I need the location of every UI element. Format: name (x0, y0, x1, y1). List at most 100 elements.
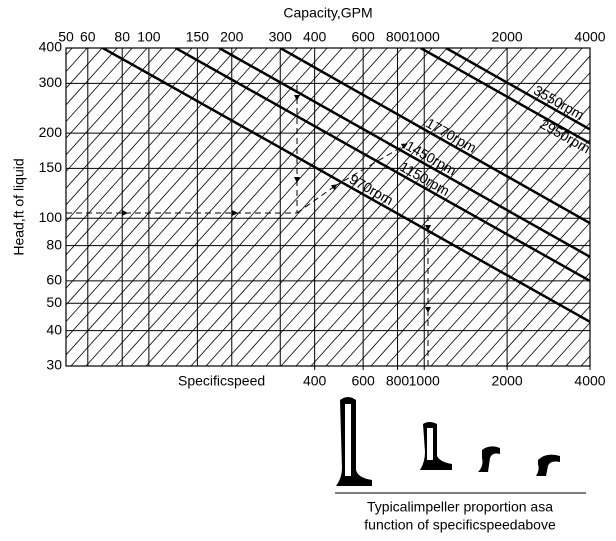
y-tick-label: 200 (39, 124, 63, 140)
hatch-line (370, 122, 590, 366)
x-tick-label: 200 (220, 29, 244, 45)
hatch-line (475, 238, 590, 366)
rpm-line-group (279, 48, 590, 225)
hatch-line (66, 48, 133, 123)
x-tick-label: 2000 (492, 29, 523, 45)
hatch-line (66, 48, 163, 156)
hatch-line (265, 48, 553, 366)
hatch-line (100, 48, 388, 366)
hatch-line (385, 138, 590, 366)
rpm-line-group (174, 48, 590, 282)
y-tick-label: 50 (46, 294, 62, 310)
y-tick-label: 80 (46, 236, 62, 252)
hatch-line (596, 48, 616, 366)
caption-line: function of specificspeedabove (364, 517, 556, 533)
x-tick-label: 1000 (409, 29, 440, 45)
y-tick-label: 150 (39, 159, 63, 175)
hatch-line (325, 72, 590, 366)
hatch-line (460, 222, 590, 366)
x2-tick-label: 2000 (492, 373, 523, 389)
rpm-line (102, 48, 590, 323)
hatch-line (355, 105, 590, 366)
hatch-line (66, 48, 208, 206)
rpm-line-group (102, 48, 590, 323)
x-tick-label: 800 (386, 29, 410, 45)
y-axis-title: Head,ft of liquid (11, 158, 27, 255)
hatch-line (66, 48, 148, 139)
hatch-line (66, 48, 178, 173)
rpm-line (445, 48, 590, 131)
x-tick-label: 4000 (574, 29, 605, 45)
hatch-line (66, 48, 313, 323)
impellers (335, 397, 586, 494)
x2-tick-label: 600 (351, 373, 375, 389)
hatch-line (66, 48, 193, 189)
hatch-line (430, 188, 590, 366)
x-tick-label: 400 (303, 29, 327, 45)
x2-tick-label: 4000 (574, 373, 605, 389)
y-tick-label: 40 (46, 321, 62, 337)
x-tick-label: 50 (58, 29, 74, 45)
caption-line: Typicalimpeller proportion asa (367, 499, 553, 515)
hatch-line (565, 338, 590, 366)
rpm-line (174, 48, 590, 282)
x-tick-label: 600 (351, 29, 375, 45)
x-tick-label: 80 (114, 29, 130, 45)
hatch-line (66, 48, 328, 339)
x-tick-label: 100 (137, 29, 161, 45)
hatch-line (535, 305, 590, 366)
x2-tick-label: 800 (386, 373, 410, 389)
hatch-line (520, 288, 590, 366)
rpm-line (279, 48, 590, 225)
hatch-line (505, 272, 590, 366)
hatch-line (66, 48, 253, 256)
hatch-line (235, 48, 523, 366)
rpm-line-group (218, 48, 590, 258)
hatch-line (295, 48, 583, 366)
hatch-line (66, 48, 298, 306)
hatch-line (66, 48, 238, 239)
hatching (0, 48, 616, 366)
hatch-line (66, 48, 223, 223)
example-path (66, 85, 431, 366)
y-tick-label: 30 (46, 357, 62, 373)
hatch-line (160, 48, 448, 366)
y-tick-label: 100 (39, 209, 63, 225)
hatch-line (310, 55, 590, 366)
hatch-line (340, 88, 590, 366)
hatch-line (0, 48, 57, 366)
hatch-line (85, 48, 373, 366)
y-tick-label: 60 (46, 272, 62, 288)
hatch-line (445, 205, 590, 366)
hatch-line (66, 48, 118, 106)
hatch-line (145, 48, 433, 366)
hatch-line (175, 48, 463, 366)
plot-frame (65, 47, 591, 367)
x2-axis-title: Specificspeed (178, 373, 265, 389)
rpm-line (419, 48, 590, 145)
hatch-line (66, 48, 283, 289)
hatch-line (250, 48, 538, 366)
rpm-line-group (419, 48, 590, 145)
hatch-line (115, 48, 403, 366)
x-tick-label: 300 (269, 29, 293, 45)
hatch-line (66, 48, 268, 273)
hatch-line (66, 48, 343, 356)
x-axis-title: Capacity,GPM (283, 5, 372, 21)
rpm-line (218, 48, 590, 258)
x2-tick-label: 400 (303, 373, 327, 389)
rpm-line-group (445, 48, 590, 131)
hatch-line (490, 255, 590, 366)
hatch-line (220, 48, 508, 366)
hatch-line (190, 48, 478, 366)
x-tick-label: 150 (186, 29, 210, 45)
hatch-line (130, 48, 418, 366)
y-tick-label: 300 (39, 74, 63, 90)
hatch-line (70, 48, 358, 366)
hatch-line (400, 155, 590, 366)
x-tick-label: 60 (80, 29, 96, 45)
y-tick-label: 400 (39, 39, 63, 55)
x2-tick-label: 1000 (409, 373, 440, 389)
hatch-line (205, 48, 493, 366)
